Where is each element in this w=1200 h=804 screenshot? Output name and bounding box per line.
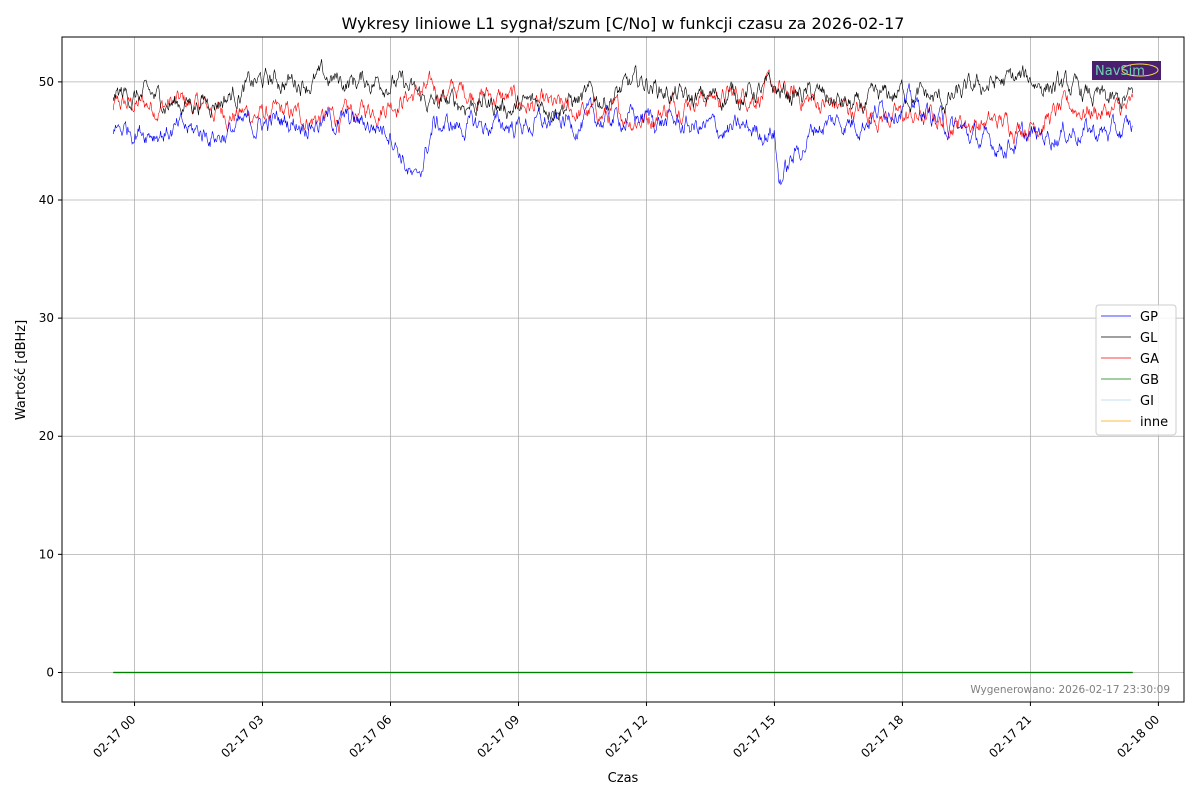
legend-label: GL: [1140, 331, 1158, 346]
x-tick-label: 02-17 03: [218, 712, 266, 760]
legend-label: GP: [1140, 310, 1158, 325]
y-tick-label: 20: [39, 429, 54, 443]
svg-text:NavSim: NavSim: [1095, 64, 1145, 79]
series-line-ga: [112, 68, 1134, 145]
axis-ticks: 02-17 00 02-17 03 02-17 06 02-17 09 02-17 12…: [39, 75, 1163, 761]
series-line-gl: [112, 59, 1134, 123]
legend-label: inne: [1140, 415, 1168, 430]
x-tick-label: 02-18 00: [1114, 712, 1162, 760]
x-tick-label: 02-17 09: [474, 712, 522, 760]
generated-annotation: Wygenerowano: 2026-02-17 23:30:09: [970, 684, 1170, 696]
x-tick-label: 02-17 12: [602, 712, 650, 760]
x-tick-label: 02-17 21: [986, 712, 1034, 760]
y-tick-label: 0: [46, 665, 54, 679]
grid: [62, 37, 1184, 702]
x-tick-label: 02-17 18: [858, 712, 906, 760]
series-line-gp: [112, 83, 1133, 186]
y-tick-label: 10: [39, 547, 54, 561]
legend-label: GI: [1140, 394, 1154, 409]
plot-frame: [61, 36, 1185, 703]
legend-label: GB: [1140, 373, 1159, 388]
navsim-logo: NavSim: [1092, 61, 1161, 80]
series-lines: [112, 59, 1134, 674]
legend-label: GA: [1140, 352, 1159, 367]
y-tick-label: 30: [39, 311, 54, 325]
y-tick-label: 40: [39, 193, 54, 207]
legend: GP GL GA GB GI inne: [1095, 304, 1177, 436]
x-tick-label: 02-17 00: [90, 712, 138, 760]
x-tick-label: 02-17 15: [730, 712, 778, 760]
x-axis-label: Czas: [608, 771, 639, 786]
y-tick-label: 50: [39, 75, 54, 89]
chart-title: Wykresy liniowe L1 sygnał/szum [C/No] w …: [342, 14, 905, 33]
y-axis-label: Wartość [dBHz]: [14, 320, 29, 420]
x-tick-label: 02-17 06: [346, 712, 394, 760]
